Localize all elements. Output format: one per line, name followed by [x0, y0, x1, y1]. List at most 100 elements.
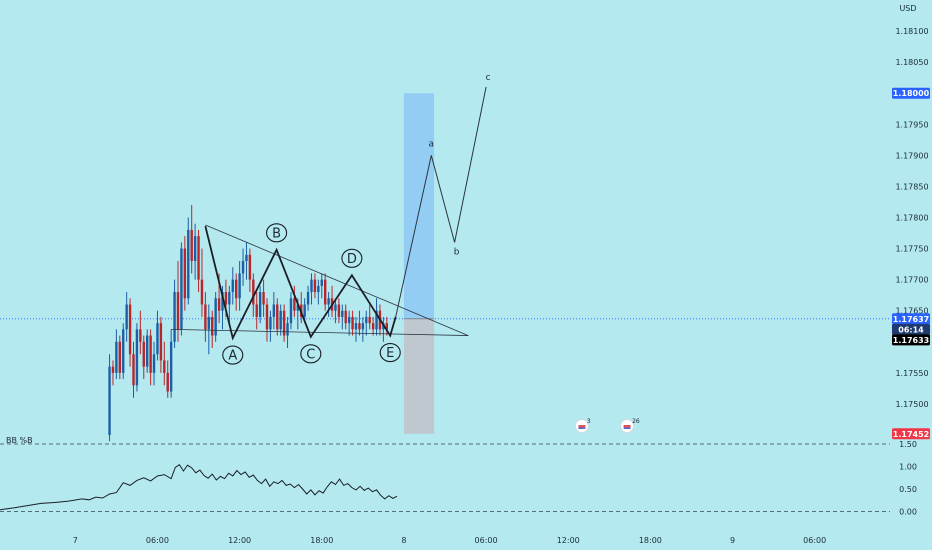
economic-event-icon[interactable]: 3 — [575, 418, 591, 433]
time-tick-label: 18:00 — [310, 536, 333, 545]
candle-body — [358, 323, 361, 330]
wave-label-a[interactable]: A — [222, 345, 244, 365]
candle-body — [152, 354, 156, 373]
stop-zone[interactable] — [403, 318, 435, 434]
candle-body — [156, 323, 159, 355]
wave-label-circle — [341, 248, 363, 268]
candle-body — [272, 304, 276, 317]
time-axis[interactable]: 7 06:00 12:00 18:00 8 06:00 12:00 18:00 9 06:00 — [73, 536, 826, 545]
wave-label-c[interactable]: C — [300, 344, 322, 364]
candle-body — [371, 323, 375, 330]
candle-body — [217, 298, 221, 311]
candle-body — [354, 323, 358, 330]
candle-body — [248, 254, 252, 280]
candle-body — [327, 298, 330, 305]
event-marker-flag — [623, 427, 631, 429]
target-zone[interactable] — [403, 93, 435, 319]
price-tag-bg — [892, 87, 930, 99]
time-tick-label: 18:00 — [639, 536, 662, 545]
price-tag: 1.18000 — [892, 87, 930, 99]
candle-body — [276, 304, 279, 330]
candle-body — [265, 304, 269, 330]
candle-body — [187, 229, 190, 299]
candle-body — [183, 248, 187, 299]
indicator-tick-label: 0.00 — [899, 508, 917, 517]
price-tick-label: 1.17650 — [895, 307, 928, 316]
price-tick-label: 1.17800 — [895, 214, 928, 223]
price-tag-bg — [892, 334, 930, 346]
event-marker-flag — [578, 427, 586, 429]
price-axis[interactable]: USD 1.18100 1.18050 1.18000 1.17950 1.17900 1.… — [895, 4, 928, 409]
wave-path[interactable] — [204, 225, 397, 341]
price-tag-text: 1.17637 — [893, 315, 929, 324]
candle-body — [115, 341, 118, 373]
time-tick-label: 7 — [73, 536, 78, 545]
candle-body — [135, 329, 139, 386]
currency-label: USD — [899, 4, 916, 13]
price-tag: 1.17452 — [892, 428, 930, 440]
candle-body — [139, 329, 142, 342]
candle-body — [241, 261, 245, 274]
candle-body — [255, 304, 258, 317]
economic-event-icon[interactable]: 26 — [620, 418, 640, 433]
price-tick-label: 1.17900 — [895, 151, 928, 160]
candle-body — [125, 304, 128, 330]
indicator-title[interactable]: BB %B — [6, 436, 33, 445]
candle-body — [385, 323, 389, 330]
candle-body — [190, 229, 193, 261]
candle-body — [159, 323, 163, 361]
wave-label-d[interactable]: D — [341, 248, 363, 268]
wave-label-text: B — [272, 226, 281, 241]
wave-label-circle — [266, 223, 288, 243]
candle-body — [231, 279, 234, 293]
time-tick-label: 06:00 — [475, 536, 498, 545]
projection-label-c: c — [486, 73, 491, 83]
event-markers-group[interactable]: 3 26 — [575, 418, 640, 433]
wave-label-b[interactable]: B — [266, 223, 288, 243]
projection-path[interactable] — [395, 86, 487, 318]
wave-label-text: E — [386, 346, 394, 361]
drawing-lines-group[interactable] — [171, 86, 487, 341]
candle-body — [221, 292, 224, 311]
projection-label-b: b — [454, 247, 460, 257]
candle-body — [296, 304, 300, 311]
candle-body — [317, 285, 320, 293]
candle-body — [169, 341, 173, 392]
price-tick-label: 1.17550 — [895, 369, 928, 378]
price-tick-label: 1.18100 — [895, 27, 928, 36]
candle-body — [176, 292, 180, 330]
candle-body — [173, 292, 176, 342]
price-tick-label: 1.18050 — [895, 58, 928, 67]
wave-labels-group: A B C D Ea b c — [222, 73, 491, 365]
candle-body — [224, 292, 228, 305]
time-tick-label: 8 — [401, 536, 406, 545]
candle-body — [334, 304, 337, 311]
indicator-tick-label: 1.00 — [899, 463, 917, 472]
candle-body — [132, 354, 135, 386]
candle-body — [337, 304, 341, 317]
candle-body — [313, 279, 317, 293]
candle-body — [258, 292, 262, 317]
triangle-line-2[interactable] — [171, 328, 469, 336]
candle-body — [282, 310, 286, 336]
wave-label-circle — [379, 343, 401, 363]
triangle-line-1[interactable] — [205, 224, 469, 336]
wave-label-e[interactable]: E — [379, 343, 401, 363]
projection-label-a: a — [429, 139, 435, 149]
price-tag-bg — [892, 323, 930, 335]
candle-body — [128, 304, 132, 355]
candle-body — [180, 248, 183, 330]
candle-body — [163, 360, 166, 373]
candle-body — [149, 335, 152, 373]
candle-body — [310, 279, 313, 293]
candle-body — [234, 279, 238, 299]
candle-body — [108, 366, 111, 435]
candle-body — [204, 304, 207, 330]
price-tag-text: 1.17633 — [893, 336, 929, 345]
candle-body — [197, 236, 200, 280]
candle-body — [193, 236, 197, 261]
candle-body — [228, 292, 231, 305]
candle-body — [145, 335, 149, 367]
